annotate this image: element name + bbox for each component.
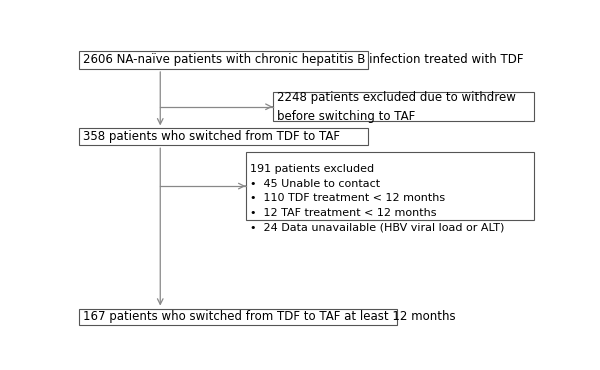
Bar	[79, 128, 368, 145]
Bar	[272, 92, 534, 121]
Text: 358 patients who switched from TDF to TAF: 358 patients who switched from TDF to TA…	[83, 130, 340, 143]
Text: 2248 patients excluded due to withdrew
before switching to TAF: 2248 patients excluded due to withdrew b…	[277, 91, 516, 123]
Text: 167 patients who switched from TDF to TAF at least 12 months: 167 patients who switched from TDF to TA…	[83, 310, 455, 323]
Bar	[79, 309, 397, 326]
Bar	[79, 51, 368, 69]
Text: 2606 NA-naïve patients with chronic hepatitis B infection treated with TDF: 2606 NA-naïve patients with chronic hepa…	[83, 53, 523, 66]
Text: 191 patients excluded
•  45 Unable to contact
•  110 TDF treatment < 12 months
•: 191 patients excluded • 45 Unable to con…	[250, 164, 505, 233]
Bar	[245, 152, 534, 220]
